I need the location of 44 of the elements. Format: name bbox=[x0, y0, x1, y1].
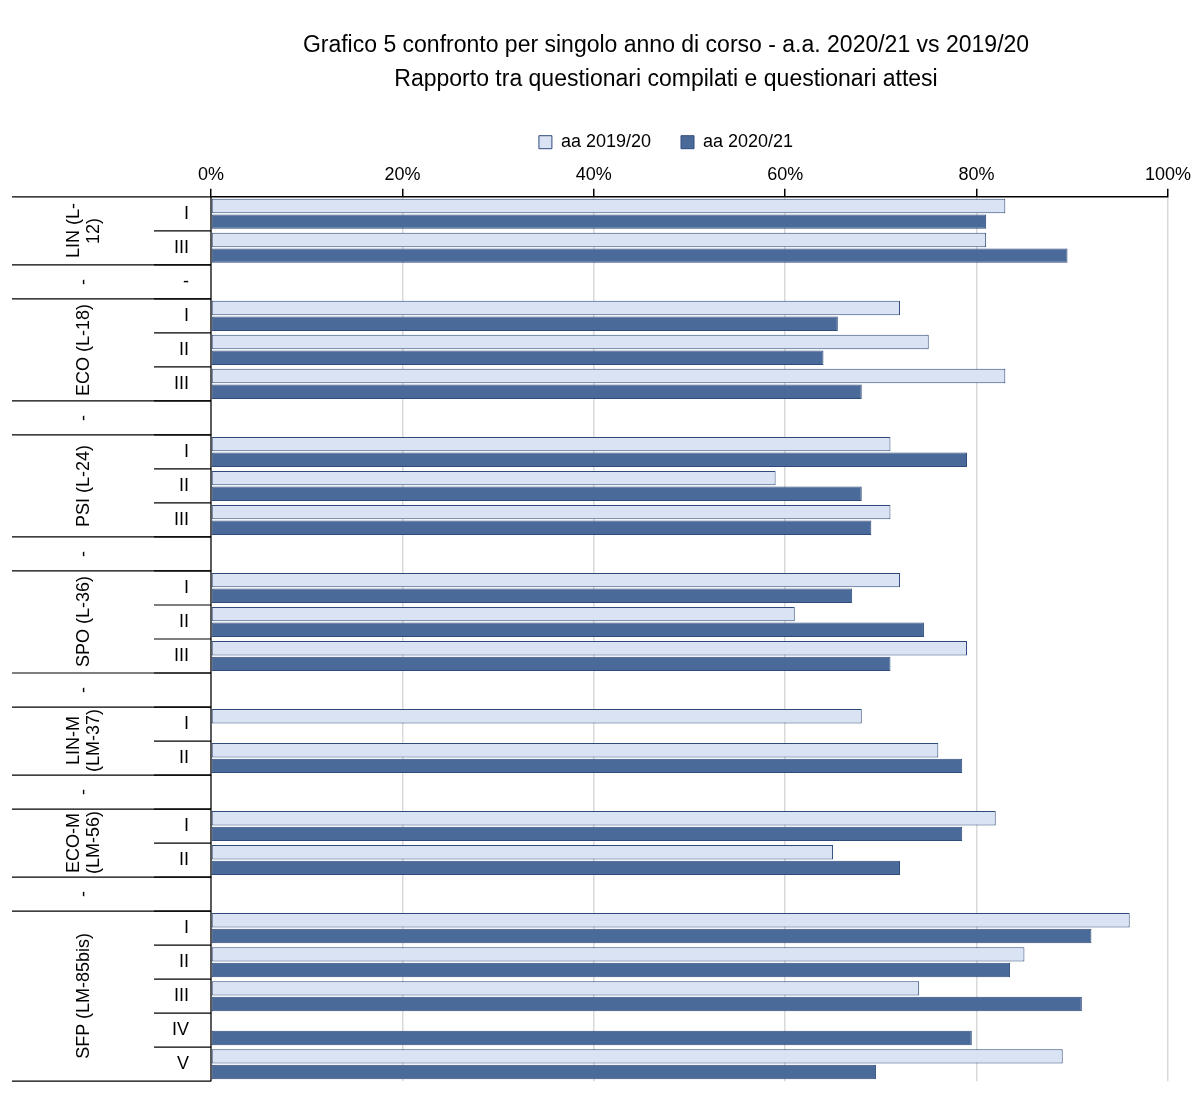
text: - bbox=[73, 687, 93, 693]
y-tick-label: I bbox=[183, 713, 190, 734]
y-tick-label: I bbox=[183, 304, 190, 325]
y-tick-label: IV bbox=[171, 1019, 190, 1040]
y-tick-label: - bbox=[183, 270, 190, 291]
text: LIN-M (LM-37) bbox=[63, 709, 103, 774]
y-tick-label: II bbox=[178, 747, 190, 768]
x-tick-label: 0% bbox=[198, 163, 225, 184]
y-tick-label: III bbox=[173, 372, 190, 393]
y-tick-label: III bbox=[173, 985, 190, 1006]
y-tick-label: I bbox=[183, 917, 190, 938]
text: PSI (L-24) bbox=[73, 444, 93, 527]
y-tick-label: I bbox=[183, 440, 190, 461]
text: LIN (L-12) bbox=[63, 202, 103, 261]
y-tick-label: II bbox=[178, 338, 190, 359]
x-tick-label: 40% bbox=[575, 163, 612, 184]
x-tick-label: 100% bbox=[1144, 163, 1191, 184]
y-tick-label: III bbox=[173, 644, 190, 665]
chart-subtitle: Rapporto tra questionari compilati e questionari attesi bbox=[394, 64, 938, 91]
y-tick-label: III bbox=[173, 508, 190, 529]
x-tick-label: 20% bbox=[384, 163, 421, 184]
y-tick-label: II bbox=[178, 951, 190, 972]
text: - bbox=[73, 278, 93, 285]
y-tick-label: I bbox=[183, 576, 190, 597]
y-tick-label: II bbox=[178, 610, 190, 631]
x-tick-label: 80% bbox=[958, 163, 995, 184]
text: ECO (L-18) bbox=[73, 303, 93, 396]
text: - bbox=[73, 789, 93, 796]
y-tick-label: II bbox=[178, 474, 190, 495]
legend-label: aa 2020/21 bbox=[703, 131, 794, 152]
x-tick-label: 60% bbox=[767, 163, 804, 184]
text: - bbox=[73, 891, 93, 898]
y-tick-label: I bbox=[183, 202, 190, 223]
legend-label: aa 2019/20 bbox=[560, 131, 652, 152]
y-tick-label: V bbox=[176, 1053, 190, 1074]
y-tick-label: II bbox=[178, 849, 190, 870]
y-tick-label: I bbox=[183, 815, 190, 836]
text: ECO-M (LM-56) bbox=[63, 811, 103, 876]
text: - bbox=[73, 550, 93, 557]
text: SFP (LM-85bis) bbox=[73, 933, 93, 1059]
chart-title: Grafico 5 confronto per singolo anno di corso - a.a. 2020/21 vs 2019/20 bbox=[302, 31, 1030, 58]
text: - bbox=[73, 414, 93, 421]
text: SPO (L-36) bbox=[73, 576, 93, 668]
y-tick-label: III bbox=[173, 236, 190, 257]
